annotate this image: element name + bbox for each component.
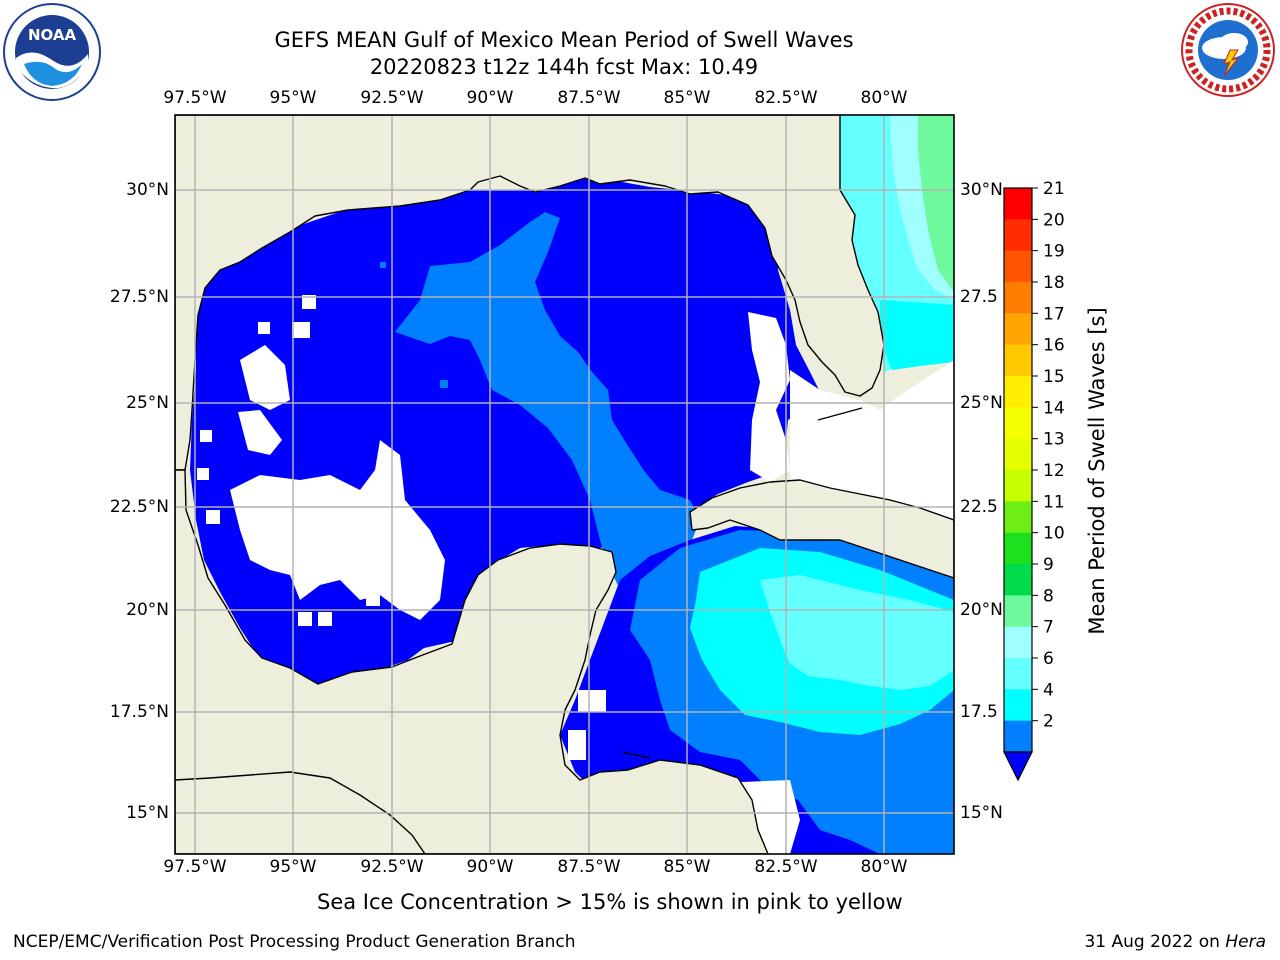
nws-logo bbox=[1181, 3, 1275, 97]
chart-title-line1: GEFS MEAN Gulf of Mexico Mean Period of … bbox=[274, 28, 854, 52]
footer-host: Hera bbox=[1225, 932, 1266, 952]
lon-label-top: 90°W bbox=[466, 88, 514, 108]
atlantic-water-swell9 bbox=[918, 115, 954, 292]
straits-water-cyan bbox=[880, 300, 954, 370]
lat-label-right: 17.5 bbox=[960, 702, 998, 722]
colorbar-tick-label: 15 bbox=[1043, 367, 1065, 387]
colorbar-swatch bbox=[1004, 689, 1032, 722]
lon-label-top: 80°W bbox=[860, 88, 908, 108]
lat-label-right: 30°N bbox=[960, 180, 1003, 200]
colorbar-tick-label: 16 bbox=[1043, 336, 1065, 356]
lat-label-right: 25°N bbox=[960, 393, 1003, 413]
colorbar-swatch bbox=[1004, 313, 1032, 346]
lat-label-left: 30°N bbox=[126, 180, 169, 200]
colorbar-swatch bbox=[1004, 501, 1032, 534]
florida-keys bbox=[817, 407, 863, 421]
lon-label-bottom: 82.5°W bbox=[754, 857, 818, 877]
chart-title-line2: 20220823 t12z 144h fcst Max: 10.49 bbox=[369, 55, 759, 79]
colorbar-swatch bbox=[1004, 595, 1032, 628]
lon-label-top: 87.5°W bbox=[557, 88, 621, 108]
yucatan-islet bbox=[621, 751, 651, 759]
colorbar-swatch bbox=[1004, 470, 1032, 502]
lat-label-right: 15°N bbox=[960, 803, 1003, 823]
colorbar-tick-label: 2 bbox=[1043, 712, 1054, 732]
colorbar-swatch bbox=[1004, 219, 1032, 252]
colorbar-swatch bbox=[1004, 250, 1032, 283]
map-frame bbox=[174, 114, 955, 855]
colorbar-swatch bbox=[1004, 720, 1032, 753]
colorbar-tick-label: 18 bbox=[1043, 273, 1065, 293]
colorbar-swatch bbox=[1004, 188, 1032, 220]
lat-label-left: 27.5°N bbox=[109, 287, 169, 307]
colorbar-label: Mean Period of Swell Waves [s] bbox=[1085, 307, 1109, 635]
lon-label-bottom: 85°W bbox=[663, 857, 711, 877]
gulf-central-swell bbox=[395, 212, 700, 590]
graticule bbox=[175, 115, 954, 854]
sea-ice-note: Sea Ice Concentration > 15% is shown in … bbox=[317, 890, 903, 914]
colorbar-tick-label: 8 bbox=[1043, 586, 1054, 606]
footer-date-text: 31 Aug 2022 on bbox=[1084, 932, 1226, 952]
colorbar-swatch bbox=[1004, 376, 1032, 408]
lat-label-right: 22.5 bbox=[960, 497, 998, 517]
mexico-coast bbox=[175, 469, 769, 854]
lon-label-bottom: 80°W bbox=[860, 857, 908, 877]
colorbar-swatch bbox=[1004, 532, 1032, 565]
lon-label-top: 92.5°W bbox=[360, 88, 424, 108]
colorbar-tick-label: 13 bbox=[1043, 430, 1065, 450]
lon-label-top: 85°W bbox=[663, 88, 711, 108]
lon-label-bottom: 87.5°W bbox=[557, 857, 621, 877]
colorbar-tick-label: 21 bbox=[1043, 180, 1065, 199]
colorbar-swatch bbox=[1004, 282, 1032, 314]
caribbean-water-lightcyan bbox=[760, 575, 954, 690]
colorbar-under-triangle bbox=[1003, 751, 1033, 782]
colorbar-tick-label: 7 bbox=[1043, 618, 1054, 638]
colorbar-swatch bbox=[1004, 564, 1032, 596]
colorbar-tick-label: 12 bbox=[1043, 461, 1065, 481]
colorbar-tick-label: 20 bbox=[1043, 210, 1065, 230]
colorbar-tick-label: 6 bbox=[1043, 649, 1054, 669]
lat-label-left: 25°N bbox=[126, 393, 169, 413]
svg-text:NOAA: NOAA bbox=[28, 26, 77, 44]
colorbar-tick-label: 19 bbox=[1043, 242, 1065, 262]
cuba-island bbox=[689, 479, 954, 579]
colorbar-swatch bbox=[1004, 344, 1032, 377]
colorbar-tick-label: 9 bbox=[1043, 555, 1054, 575]
lat-label-left: 17.5°N bbox=[109, 702, 169, 722]
lon-label-bottom: 97.5°W bbox=[163, 857, 227, 877]
lat-label-left: 22.5°N bbox=[109, 497, 169, 517]
noaa-logo: NOAA bbox=[3, 3, 101, 101]
lon-label-bottom: 90°W bbox=[466, 857, 514, 877]
swell-speck bbox=[440, 380, 448, 388]
lon-label-top: 82.5°W bbox=[754, 88, 818, 108]
lon-label-top: 97.5°W bbox=[163, 88, 227, 108]
colorbar-tick-label: 10 bbox=[1043, 524, 1065, 544]
colorbar-swatch bbox=[1004, 658, 1032, 690]
swell-speck bbox=[380, 262, 386, 268]
lat-label-left: 20°N bbox=[126, 600, 169, 620]
lat-label-right: 20°N bbox=[960, 600, 1003, 620]
lat-label-right: 27.5 bbox=[960, 287, 998, 307]
lon-label-top: 95°W bbox=[269, 88, 317, 108]
lat-label-left: 15°N bbox=[126, 803, 169, 823]
colorbar-tick-label: 17 bbox=[1043, 304, 1065, 324]
colorbar-swatch bbox=[1004, 626, 1032, 659]
colorbar-tick-label: 11 bbox=[1043, 492, 1065, 512]
colorbar-swatch bbox=[1004, 438, 1032, 471]
lon-label-bottom: 95°W bbox=[269, 857, 317, 877]
footer-branch: NCEP/EMC/Verification Post Processing Pr… bbox=[13, 932, 576, 952]
lon-label-bottom: 92.5°W bbox=[360, 857, 424, 877]
colorbar-tick-label: 4 bbox=[1043, 680, 1054, 700]
footer-date: 31 Aug 2022 on Hera bbox=[1084, 932, 1266, 952]
colorbar-tick-label: 14 bbox=[1043, 398, 1065, 418]
colorbar: 21 20 19 18 17 16 15 14 13 12 11 10 9 8 7 6 4 2 bbox=[1003, 180, 1065, 782]
colorbar-swatch bbox=[1004, 407, 1032, 440]
